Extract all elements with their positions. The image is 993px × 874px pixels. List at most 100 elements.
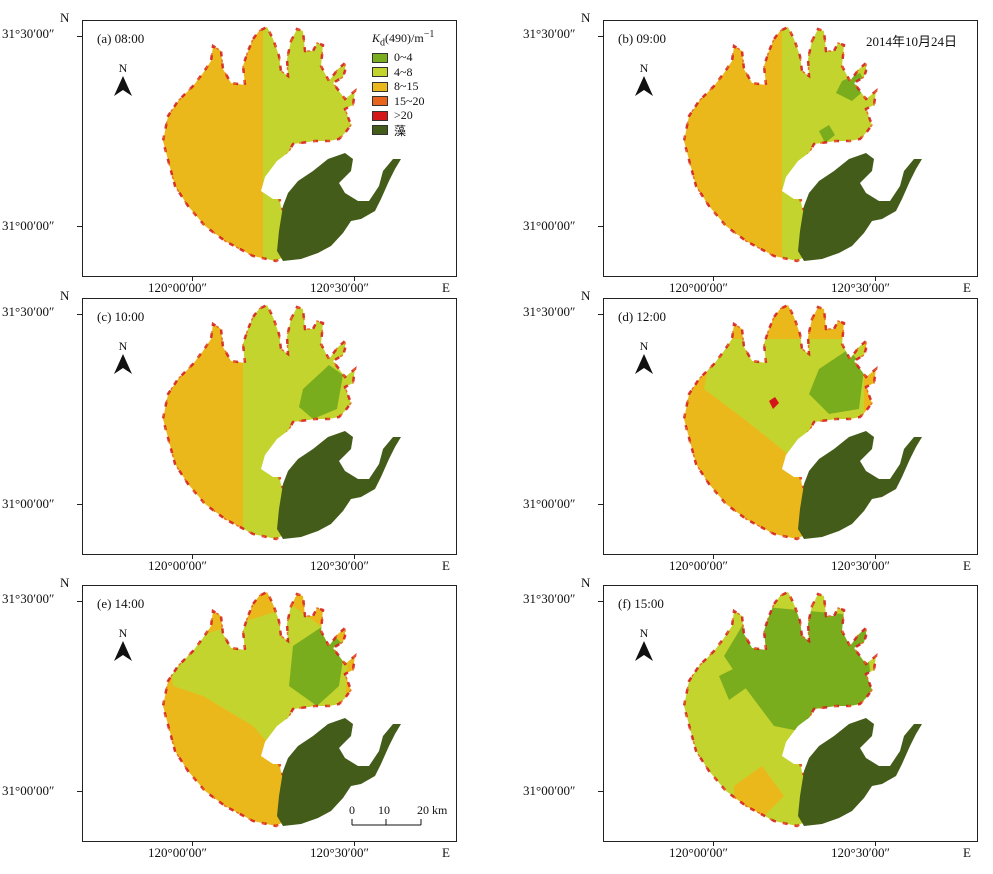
kd-class-region xyxy=(163,305,258,539)
legend-swatch xyxy=(372,67,388,78)
north-corner-label: N xyxy=(581,288,591,303)
map-panel-a: (a) 08:00 N Kd(490)/m−1 0~4 4~8 8~15 15~… xyxy=(82,20,457,277)
lat-mid-label: 31°00′00″ xyxy=(523,783,576,798)
kd-class-region xyxy=(769,397,779,409)
lon-left-label: 120°00′00″ xyxy=(148,558,207,573)
north-arrow-icon xyxy=(635,354,653,374)
scale-label-20: 20 km xyxy=(417,803,448,817)
tick-mark xyxy=(77,226,82,227)
lat-mid-label: 31°00′00″ xyxy=(523,496,576,511)
kd-class-region xyxy=(163,27,278,261)
north-arrow-label: N xyxy=(639,626,649,640)
kd-class-region xyxy=(809,349,864,414)
tick-mark xyxy=(598,36,603,37)
lat-top-label: 31°30′00″ xyxy=(523,304,576,319)
kd-class-region xyxy=(289,626,345,706)
land-island xyxy=(782,714,842,764)
tick-mark xyxy=(875,554,876,559)
north-arrow: N xyxy=(111,626,135,666)
legend-item: 藻 xyxy=(372,123,456,138)
north-arrow: N xyxy=(632,61,656,101)
legend-swatch xyxy=(372,52,388,63)
kd-class-region xyxy=(684,27,789,261)
north-arrow: N xyxy=(632,626,656,666)
lon-right-label: 120°30′00″ xyxy=(310,280,369,295)
legend-item: 0~4 xyxy=(372,50,456,65)
legend: Kd(490)/m−1 0~4 4~8 8~15 15~20 >20 藻 xyxy=(372,29,456,138)
map-panel-e: (e) 14:00 N 0 10 20 km xyxy=(82,585,457,842)
lake-map xyxy=(161,303,401,541)
north-corner-label: N xyxy=(60,575,70,590)
tick-mark xyxy=(192,276,193,281)
north-arrow-icon xyxy=(114,76,132,96)
tick-mark xyxy=(713,554,714,559)
lon-left-label: 120°00′00″ xyxy=(669,280,728,295)
north-arrow-label: N xyxy=(639,61,649,75)
tick-mark xyxy=(77,36,82,37)
tick-mark xyxy=(77,791,82,792)
north-arrow-icon xyxy=(114,354,132,374)
tick-mark xyxy=(875,276,876,281)
panel-label: (a) 08:00 xyxy=(97,31,145,46)
legend-swatch xyxy=(372,125,388,136)
tick-mark xyxy=(77,314,82,315)
map-panel-b: (b) 09:00 2014年10月24日 N xyxy=(603,20,978,277)
north-arrow-label: N xyxy=(118,339,128,353)
lake-map xyxy=(161,25,401,263)
lon-left-label: 120°00′00″ xyxy=(148,280,207,295)
north-arrow-icon xyxy=(114,641,132,661)
lat-mid-label: 31°00′00″ xyxy=(523,218,576,233)
legend-swatch xyxy=(372,96,388,107)
kd-class-region xyxy=(243,305,355,539)
lat-top-label: 31°30′00″ xyxy=(523,591,576,606)
lat-top-label: 31°30′00″ xyxy=(523,26,576,41)
legend-swatch xyxy=(372,110,388,121)
north-arrow-label: N xyxy=(118,626,128,640)
north-arrow: N xyxy=(111,339,135,379)
lon-left-label: 120°00′00″ xyxy=(148,845,207,860)
lake-water-classes xyxy=(163,305,355,539)
tick-mark xyxy=(598,314,603,315)
lon-right-label: 120°30′00″ xyxy=(831,558,890,573)
north-arrow: N xyxy=(111,61,135,101)
lon-right-label: 120°30′00″ xyxy=(310,558,369,573)
legend-item: >20 xyxy=(372,108,456,123)
north-corner-label: N xyxy=(581,575,591,590)
legend-title: Kd(490)/m−1 xyxy=(372,29,435,49)
tick-mark xyxy=(598,601,603,602)
land-island xyxy=(782,149,842,199)
lat-mid-label: 31°00′00″ xyxy=(2,218,55,233)
map-panel-c: (c) 10:00 N xyxy=(82,298,457,555)
map-panel-f: (f) 15:00 N xyxy=(603,585,978,842)
land-island xyxy=(261,427,321,477)
kd-class-region xyxy=(719,666,749,700)
lat-top-label: 31°30′00″ xyxy=(2,26,55,41)
lake-map xyxy=(682,303,922,541)
tick-mark xyxy=(192,841,193,846)
lat-top-label: 31°30′00″ xyxy=(2,304,55,319)
north-corner-label: N xyxy=(60,10,70,25)
legend-swatch xyxy=(372,81,388,92)
north-corner-label: N xyxy=(60,288,70,303)
east-corner-label: E xyxy=(963,558,971,573)
land-island xyxy=(782,427,842,477)
panel-label: (e) 14:00 xyxy=(97,596,145,611)
algae-region xyxy=(277,153,401,261)
tick-mark xyxy=(713,841,714,846)
north-arrow-label: N xyxy=(639,339,649,353)
tick-mark xyxy=(77,504,82,505)
legend-item: 15~20 xyxy=(372,94,456,109)
land-island xyxy=(261,149,321,199)
panel-label: (c) 10:00 xyxy=(97,309,145,324)
algae-region xyxy=(798,153,922,261)
north-arrow-icon xyxy=(635,76,653,96)
lake-map xyxy=(682,590,922,828)
east-corner-label: E xyxy=(442,280,450,295)
tick-mark xyxy=(354,276,355,281)
lat-mid-label: 31°00′00″ xyxy=(2,496,55,511)
kd-class-region xyxy=(299,365,343,419)
algae-region xyxy=(798,718,922,826)
map-panel-d: (d) 12:00 N xyxy=(603,298,978,555)
north-arrow: N xyxy=(632,339,656,379)
east-corner-label: E xyxy=(963,845,971,860)
